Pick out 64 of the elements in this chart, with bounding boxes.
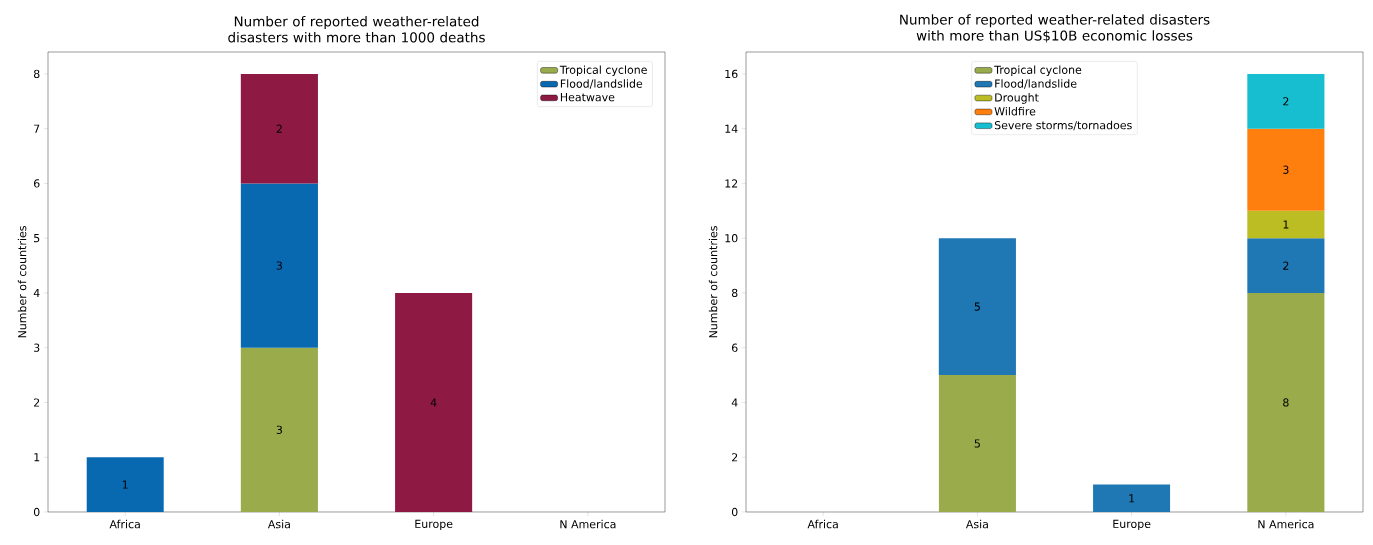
y-tick-label: 16 <box>725 69 738 79</box>
data-label: 5 <box>974 302 980 311</box>
y-tick-label: 6 <box>33 179 40 188</box>
chart-title: Number of reported weather-related disasters with more than US$10B economic losses <box>900 14 1210 43</box>
data-label: 2 <box>276 124 282 133</box>
data-label: 2 <box>1283 97 1289 106</box>
legend-label: Flood/landslide <box>560 79 643 89</box>
data-label: 4 <box>430 398 437 407</box>
x-tick-label: Africa <box>807 519 838 529</box>
data-label: 3 <box>276 261 282 270</box>
bar <box>938 238 1016 376</box>
y-axis-title: Number of countries <box>17 226 27 338</box>
bar <box>395 292 473 512</box>
y-tick-label: 1 <box>34 453 40 462</box>
x-tick-label: Asia <box>267 519 290 529</box>
y-tick-label: 8 <box>33 69 40 79</box>
y-tick-label: 6 <box>731 343 738 352</box>
x-tick-label: N America <box>1258 519 1314 529</box>
bar <box>1247 210 1325 239</box>
x-tick-label: N America <box>560 519 616 529</box>
y-tick-label: 0 <box>33 507 40 517</box>
data-label: 3 <box>276 425 282 435</box>
data-label: 5 <box>974 439 980 448</box>
data-label: 1 <box>122 480 128 489</box>
chart-title: Number of reported weather-related disasters with more than 1000 deaths <box>228 16 485 43</box>
y-axis-title: Number of countries <box>708 226 718 338</box>
y-tick-label: 12 <box>725 179 738 188</box>
y-tick-label: 3 <box>34 343 40 352</box>
bar <box>240 183 318 348</box>
y-tick-label: 5 <box>34 234 40 243</box>
bar <box>86 457 164 512</box>
legend-label: Wildfire <box>994 106 1036 116</box>
bar <box>938 375 1016 512</box>
bar <box>1247 292 1325 512</box>
x-tick-label: Africa <box>109 519 140 529</box>
legend-label: Tropical cyclone <box>994 65 1082 77</box>
legend-label: Flood/landslide <box>995 79 1077 89</box>
bar <box>240 347 318 512</box>
y-tick-label: 2 <box>732 453 738 462</box>
bar <box>1247 73 1325 129</box>
legend-label: Drought <box>995 93 1039 104</box>
data-label: 1 <box>1129 494 1135 503</box>
legend-label: Tropical cyclone <box>559 65 647 77</box>
x-tick-label: Asia <box>965 519 988 529</box>
bar <box>1093 484 1171 512</box>
x-tick-label: Europe <box>415 519 453 531</box>
bar <box>1247 238 1325 293</box>
y-tick-label: 2 <box>34 398 40 407</box>
y-tick-label: 0 <box>731 507 738 517</box>
y-tick-label: 10 <box>725 234 738 243</box>
x-tick-label: Europe <box>1113 519 1151 531</box>
y-tick-label: 8 <box>731 288 738 298</box>
data-label: 8 <box>1283 398 1289 407</box>
y-tick-label: 7 <box>34 124 40 133</box>
data-label: 2 <box>1283 261 1289 270</box>
data-label: 1 <box>1283 220 1289 229</box>
y-tick-label: 4 <box>731 398 738 407</box>
y-tick-label: 14 <box>725 124 738 133</box>
legend-label: Severe storms/tornadoes <box>994 120 1132 131</box>
y-tick-label: 4 <box>33 288 40 297</box>
data-label: 3 <box>1283 165 1289 174</box>
bar <box>240 73 318 184</box>
bar <box>1247 128 1325 211</box>
legend-label: Heatwave <box>560 93 615 102</box>
